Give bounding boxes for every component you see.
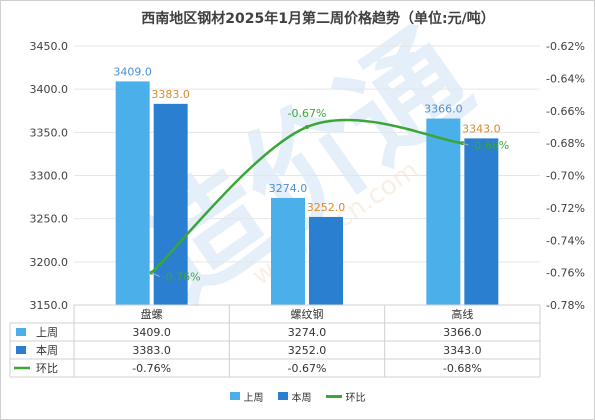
table-cell: -0.68% [443, 362, 482, 375]
y-right-tick-label: -0.64% [546, 72, 585, 85]
line-point [305, 124, 309, 129]
y-right-tick-label: -0.62% [546, 40, 585, 53]
y-right-tick-label: -0.72% [546, 202, 585, 215]
y-right-tick-label: -0.74% [546, 234, 585, 247]
y-right-tick-label: -0.68% [546, 137, 585, 150]
legend-label: 上周 [243, 392, 264, 404]
x-tick-label: 盘螺 [141, 307, 163, 321]
bar-data-label: 3343.0 [462, 122, 501, 135]
bar-data-label: 3366.0 [424, 103, 463, 116]
y-left-tick-label: 3200.0 [30, 256, 69, 269]
table-cell: -0.76% [132, 362, 171, 375]
bar-data-label: 3409.0 [113, 65, 152, 78]
chart-title: 西南地区钢材2025年1月第二周价格趋势（单位:元/吨） [141, 10, 494, 27]
bar-data-label: 3252.0 [307, 201, 346, 214]
legend: 上周 本周 环比 [0, 389, 595, 404]
table-legend-swatch [16, 346, 26, 354]
bar [464, 138, 499, 305]
table-cell: -0.67% [288, 362, 327, 375]
y-right-tick-label: -0.76% [546, 267, 585, 280]
table-cell: 3274.0 [288, 326, 327, 339]
y-left-tick-label: 3450.0 [30, 40, 69, 53]
bar [426, 118, 461, 306]
table-row-name: 环比 [36, 362, 58, 375]
legend-item: 环比 [325, 389, 366, 404]
bar [153, 103, 188, 306]
legend-swatch [325, 394, 342, 398]
y-left-tick-label: 3150.0 [30, 299, 69, 312]
line-data-label: -0.67% [288, 107, 327, 120]
table-cell: 3343.0 [443, 344, 482, 357]
y-left-tick-label: 3350.0 [30, 126, 69, 139]
table-cell: 3366.0 [443, 326, 482, 339]
label-leader [462, 142, 469, 146]
legend-item: 上周 [229, 389, 264, 404]
x-tick-label: 螺纹钢 [291, 307, 324, 321]
table-cell: 3383.0 [132, 344, 171, 357]
y-right-tick-label: -0.78% [546, 299, 585, 312]
legend-swatch [277, 392, 288, 400]
line-data-label: -0.68% [470, 139, 509, 152]
legend-label: 本周 [291, 392, 312, 404]
bar [271, 197, 305, 305]
bar-data-label: 3383.0 [151, 88, 190, 101]
table-row-name: 本周 [36, 343, 58, 357]
table-row-name: 上周 [36, 326, 58, 339]
y-left-tick-label: 3400.0 [30, 83, 69, 96]
table-cell: 3409.0 [132, 326, 171, 339]
legend-item: 本周 [277, 389, 312, 404]
x-tick-label: 高线 [451, 307, 473, 321]
y-right-tick-label: -0.70% [546, 170, 585, 183]
y-right-tick-label: -0.66% [546, 105, 585, 118]
bar-data-label: 3274.0 [269, 182, 308, 195]
y-left-tick-label: 3250.0 [30, 213, 69, 226]
legend-swatch [229, 392, 240, 400]
bar [309, 216, 343, 305]
table-cell: 3252.0 [288, 344, 327, 357]
table-legend-swatch [16, 328, 26, 336]
label-leader [151, 272, 160, 278]
legend-label: 环比 [345, 392, 366, 404]
y-left-tick-label: 3300.0 [30, 170, 69, 183]
bar [115, 81, 150, 305]
line-data-label: -0.76% [162, 271, 201, 284]
